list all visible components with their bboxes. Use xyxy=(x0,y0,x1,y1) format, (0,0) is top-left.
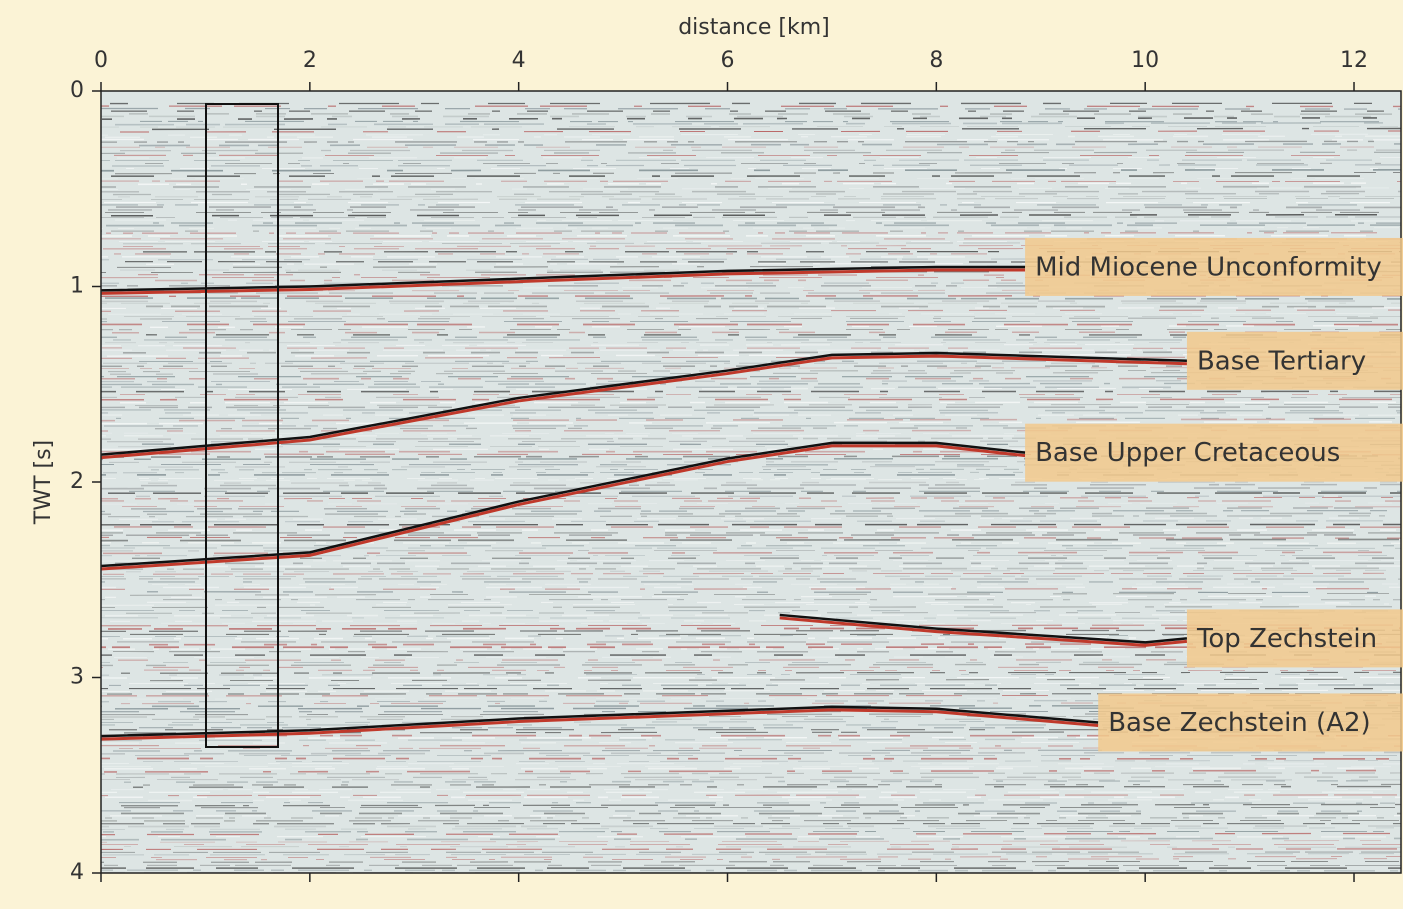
chart: distance [km] TWT [s] 02468101201234Mid … xyxy=(0,0,1403,909)
y-tick-label: 0 xyxy=(70,78,84,103)
x-tick-label: 0 xyxy=(94,48,108,73)
y-tick-label: 2 xyxy=(70,469,84,494)
texture-line xyxy=(101,516,1401,517)
texture-line xyxy=(101,488,1401,489)
y-axis-label: TWT [s] xyxy=(31,440,56,525)
texture-line xyxy=(101,607,1401,608)
x-tick-label: 4 xyxy=(512,48,526,73)
x-axis-label: distance [km] xyxy=(678,15,830,40)
x-tick-label: 10 xyxy=(1131,48,1159,73)
annotation: Base Zechstein (A2) xyxy=(1108,708,1370,738)
y-tick-label: 3 xyxy=(70,665,84,690)
x-tick-label: 6 xyxy=(721,48,735,73)
annotation: Mid Miocene Unconformity xyxy=(1035,252,1382,282)
x-tick-label: 2 xyxy=(303,48,317,73)
annotation: Base Tertiary xyxy=(1197,346,1366,376)
texture-line xyxy=(101,298,1401,299)
x-tick-label: 12 xyxy=(1340,48,1368,73)
x-tick-label: 8 xyxy=(929,48,943,73)
annotation: Base Upper Cretaceous xyxy=(1035,438,1340,468)
annotation: Top Zechstein xyxy=(1196,624,1377,654)
texture-line xyxy=(101,215,1401,216)
y-tick-label: 4 xyxy=(70,860,84,885)
y-tick-label: 1 xyxy=(70,274,84,299)
